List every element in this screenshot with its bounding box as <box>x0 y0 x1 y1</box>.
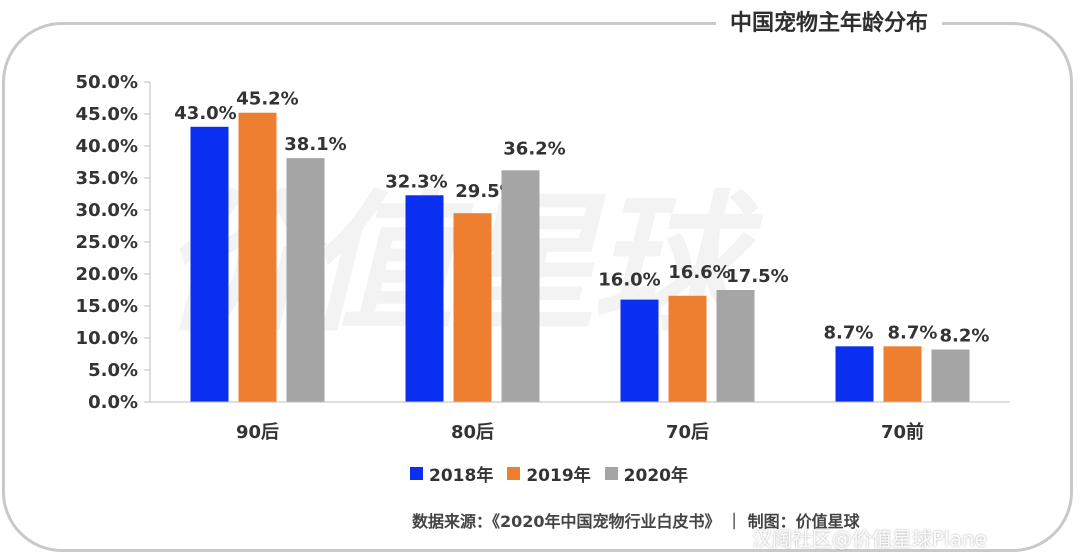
y-tick-label: 50.0% <box>76 72 138 93</box>
legend-item: 2020年 <box>604 461 688 486</box>
bar <box>501 170 540 402</box>
source-note: 数据来源：《2020年中国宠物行业白皮书》 ｜ 制图：价值星球 <box>412 512 860 531</box>
legend-label: 2019年 <box>526 465 591 486</box>
bar <box>620 299 659 402</box>
bar <box>668 295 707 402</box>
y-tick-label: 0.0% <box>88 392 138 413</box>
data-label: 16.6% <box>668 262 730 283</box>
bar <box>286 158 325 402</box>
legend-swatch <box>507 466 521 480</box>
data-label: 8.2% <box>940 326 990 347</box>
legend-label: 2018年 <box>429 465 494 486</box>
chart-title: 中国宠物主年龄分布 <box>716 4 943 38</box>
data-label: 36.2% <box>503 138 565 159</box>
x-tick-label: 80后 <box>451 422 494 443</box>
x-axis: 90后 80后 70后 70前 <box>150 401 1010 443</box>
legend-swatch <box>410 466 423 480</box>
bar <box>190 126 229 403</box>
y-tick-label: 30.0% <box>76 200 138 221</box>
y-axis: 0.0% 5.0% 10.0% 15.0% 20.0% 25.0% 30.0% 35.0% 40… <box>76 72 151 413</box>
data-label: 17.5% <box>726 266 788 287</box>
chart-frame <box>2 22 1073 552</box>
legend-label: 2020年 <box>623 465 688 486</box>
y-tick-label: 10.0% <box>76 328 138 349</box>
data-label: 43.0% <box>174 103 236 124</box>
y-tick-label: 15.0% <box>76 296 138 317</box>
bar <box>931 349 970 402</box>
data-label: 38.1% <box>284 134 346 155</box>
legend: 2018年 2019年 2020年 <box>410 461 688 486</box>
legend-swatch <box>604 466 618 480</box>
data-label: 45.2% <box>236 89 298 110</box>
data-label: 16.0% <box>598 270 660 291</box>
bar <box>716 290 755 402</box>
bars: 43.0%45.2%38.1%32.3% 29.5%36.2%16.0% 16.6%… <box>174 89 990 403</box>
x-tick-label: 90后 <box>236 422 279 443</box>
y-tick-label: 45.0% <box>76 104 138 125</box>
bar <box>453 213 492 402</box>
y-tick-label: 35.0% <box>76 168 138 189</box>
bar <box>405 195 444 402</box>
y-tick-label: 25.0% <box>76 232 138 253</box>
data-label: 8.7% <box>824 322 874 343</box>
bar <box>883 346 922 402</box>
x-tick-label: 70前 <box>881 421 924 443</box>
y-tick-label: 5.0% <box>88 360 138 381</box>
x-tick-label: 70后 <box>666 422 709 443</box>
legend-item: 2019年 <box>507 461 591 486</box>
y-tick-label: 20.0% <box>76 264 138 285</box>
data-label: 8.7% <box>888 322 938 343</box>
legend-item: 2018年 <box>410 461 493 486</box>
bar <box>835 346 874 402</box>
bar <box>238 112 277 402</box>
overlay-watermark: 汉阔社区@价值星球Plane <box>752 527 987 551</box>
data-label: 32.3% <box>385 171 447 192</box>
y-tick-label: 40.0% <box>76 136 138 157</box>
